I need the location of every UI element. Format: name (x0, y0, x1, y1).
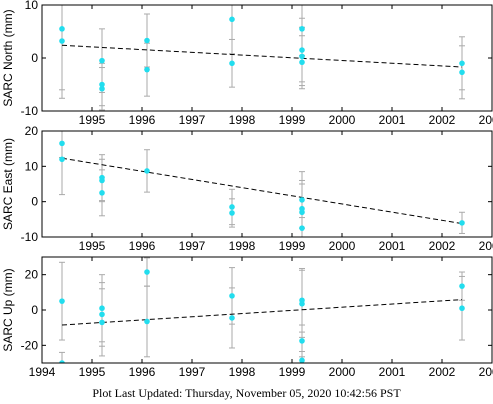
data-point (59, 38, 65, 44)
x-tick-label: 1996 (129, 239, 156, 253)
y-tick-label: 0 (31, 195, 38, 209)
x-tick-label: 2003 (479, 365, 493, 379)
x-tick-label: 1997 (179, 113, 206, 127)
x-tick-label: 2001 (379, 365, 406, 379)
plot-frame (41, 4, 493, 112)
data-point (144, 318, 150, 325)
y-tick-label: 0 (31, 303, 38, 317)
x-tick-label: 1996 (129, 365, 156, 379)
x-tick-label: 2002 (429, 365, 456, 379)
footer-label: Plot Last Updated: (92, 386, 183, 400)
y-axis-label: SARC Up (mm) (1, 268, 15, 351)
x-tick-label: 1997 (179, 239, 206, 253)
data-point (144, 66, 150, 73)
x-tick-label: 1998 (229, 239, 256, 253)
x-tick-label: 2003 (479, 113, 493, 127)
y-tick-label: 10 (25, 0, 39, 12)
data-point (459, 283, 465, 289)
trend-line (61, 44, 463, 68)
y-axis-label: SARC North (mm) (1, 9, 15, 106)
plot-area (59, 5, 465, 111)
data-point (99, 85, 105, 92)
y-tick-label: -10 (21, 230, 39, 244)
plot-area (59, 257, 465, 363)
data-point (299, 301, 305, 307)
data-point (299, 197, 305, 203)
x-tick-label: 2002 (429, 113, 456, 127)
data-point (59, 140, 65, 147)
x-tick-label: 1999 (279, 365, 306, 379)
data-point (99, 319, 105, 326)
data-point (229, 60, 235, 67)
data-point (459, 60, 465, 67)
trend-line (61, 299, 463, 326)
data-point (459, 305, 465, 312)
x-tick-label: 2000 (329, 365, 356, 379)
data-point (229, 315, 235, 321)
x-tick-label: 1999 (279, 113, 306, 127)
x-tick-label: 1995 (79, 239, 106, 253)
data-point (99, 57, 105, 64)
x-tick-label: 1998 (229, 365, 256, 379)
y-tick-label: 10 (25, 159, 39, 173)
data-point (299, 338, 305, 344)
data-point (99, 305, 105, 312)
data-point (299, 357, 305, 363)
data-point (299, 59, 305, 66)
data-point (229, 204, 235, 210)
y-tick-label: 20 (25, 124, 39, 138)
x-tick-label: 2003 (479, 239, 493, 253)
data-point (99, 177, 105, 184)
chart-panel-2: 1995 1996 1997 1998 1999 2000 2001 2002 2003 -10 0… (1, 124, 493, 253)
data-point (299, 26, 305, 32)
y-tick-label: 20 (25, 268, 39, 282)
data-point (229, 16, 235, 23)
data-point (144, 269, 150, 275)
data-point (459, 220, 465, 226)
chart-panel-1: 1995 1996 1997 1998 1999 2000 2001 2002 2003 -10 0… (1, 0, 493, 127)
y-tick-label: -10 (21, 104, 39, 118)
x-tick-label: 1996 (129, 113, 156, 127)
data-point (99, 81, 105, 88)
data-point (299, 53, 305, 60)
plot-frame (41, 130, 493, 238)
data-point (459, 69, 465, 76)
y-tick-label: -20 (21, 338, 39, 352)
data-point (144, 37, 150, 44)
data-point (229, 210, 235, 216)
x-tick-label: 2002 (429, 239, 456, 253)
plot-area (59, 131, 465, 237)
x-tick-label: 2000 (329, 113, 356, 127)
y-tick-label: 0 (31, 51, 38, 65)
trend-line (61, 157, 463, 225)
footer-timestamp: Thursday, November 05, 2020 10:42:56 PST (185, 386, 401, 400)
x-tick-label: 1995 (79, 365, 106, 379)
footer: Plot Last Updated: Thursday, November 05… (0, 386, 493, 401)
data-point (99, 311, 105, 318)
x-tick-label: 2000 (329, 239, 356, 253)
data-point (299, 225, 305, 231)
x-tick-label: 1995 (79, 113, 106, 127)
data-point (99, 190, 105, 196)
plot-frame (41, 256, 493, 364)
x-tick-label: 1997 (179, 365, 206, 379)
data-point (59, 360, 65, 363)
x-tick-label: 1998 (229, 113, 256, 127)
data-point (299, 209, 305, 216)
x-tick-label: 2001 (379, 113, 406, 127)
y-axis-label: SARC East (mm) (1, 138, 15, 230)
x-tick-label: 2001 (379, 239, 406, 253)
data-point (59, 26, 65, 32)
x-tick-label: 1994 (29, 365, 56, 379)
data-point (299, 47, 305, 53)
x-tick-label: 1999 (279, 239, 306, 253)
data-point (144, 168, 150, 174)
data-point (59, 156, 65, 163)
chart-panel-3: 1994 1995 1996 1997 1998 1999 2000 2001 2002 2003… (1, 256, 493, 379)
data-point (59, 298, 65, 304)
data-point (229, 293, 235, 299)
